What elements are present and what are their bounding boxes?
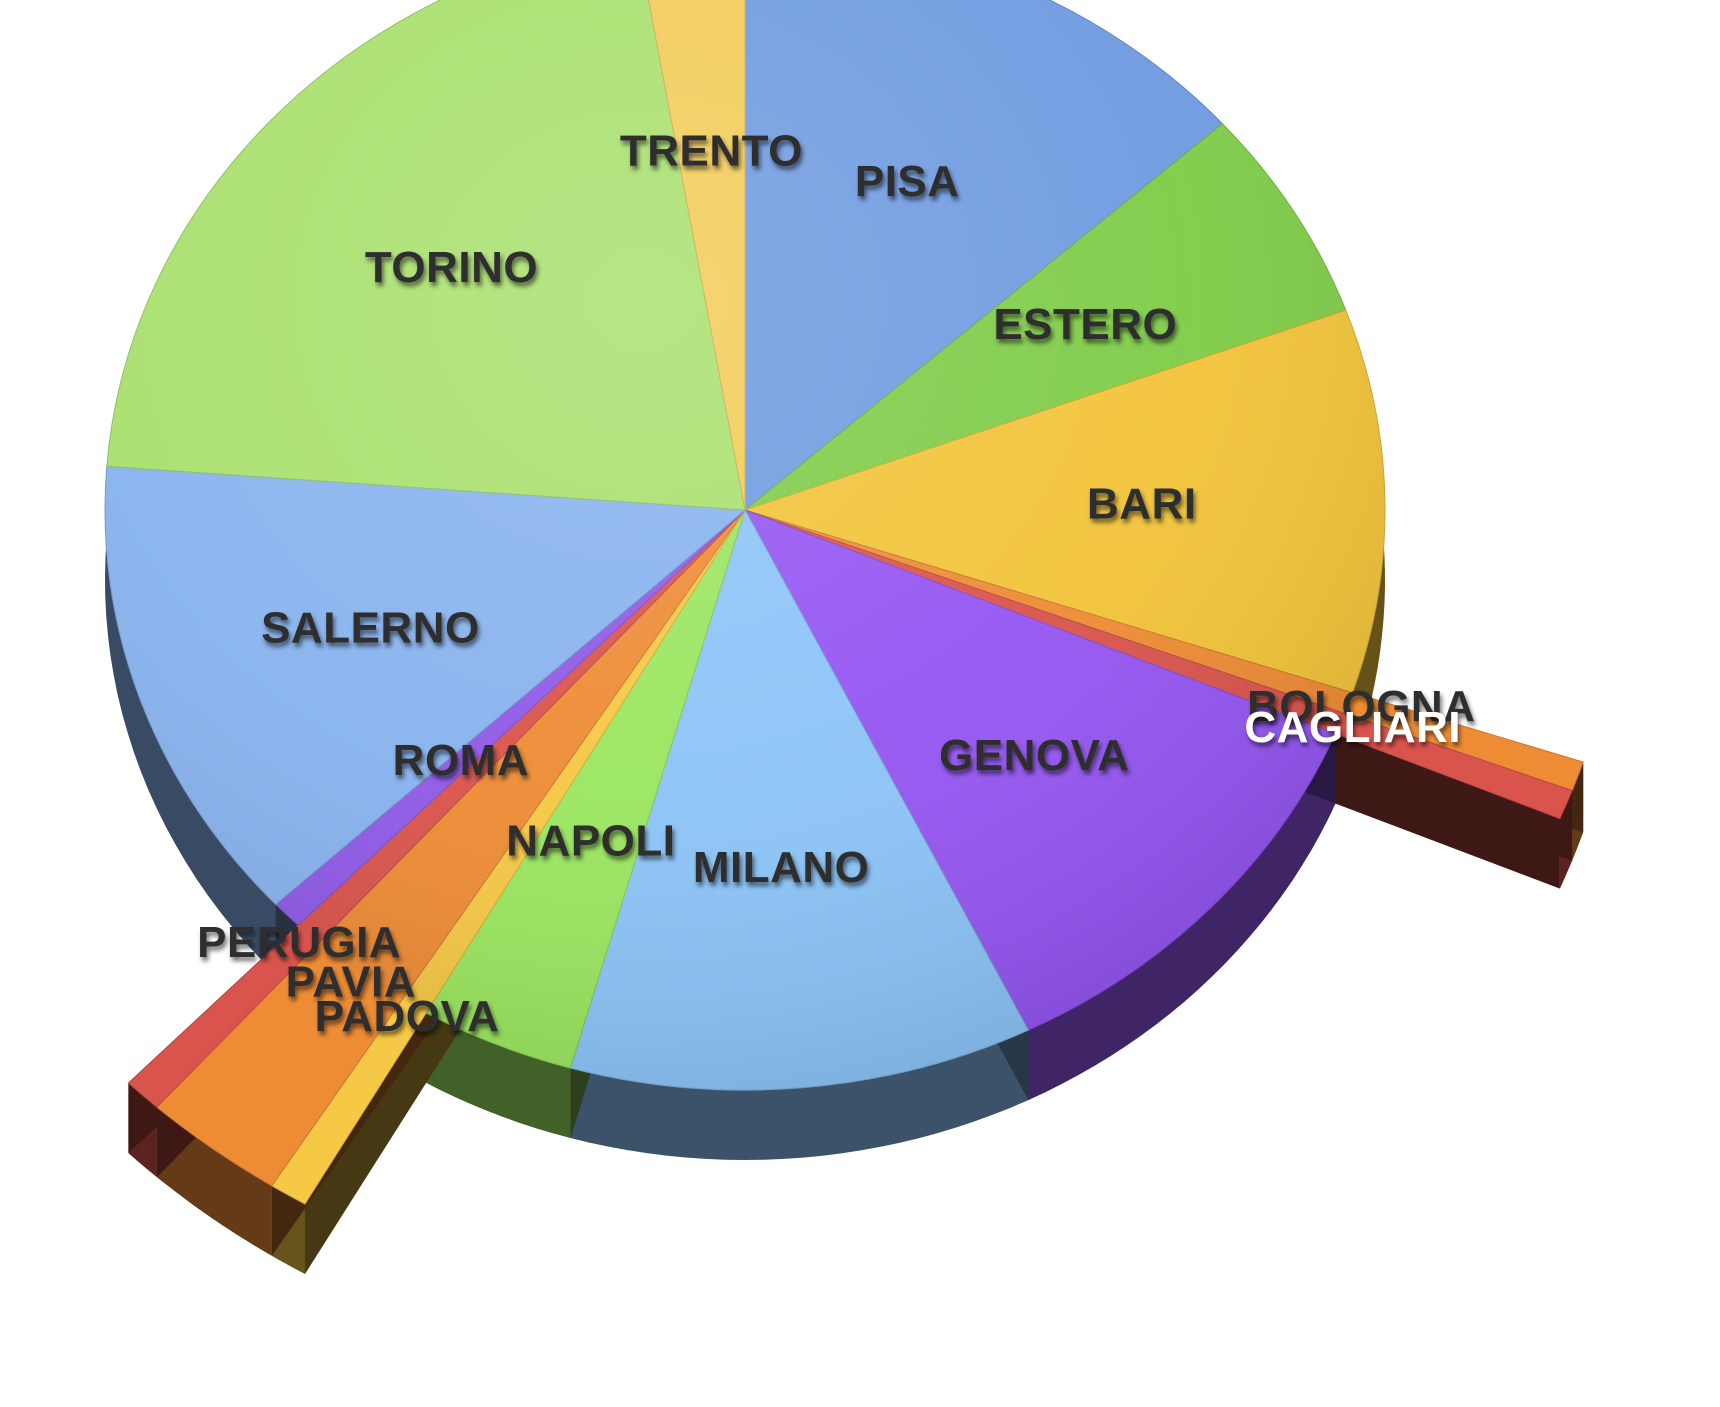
slice-label-roma: ROMA xyxy=(393,736,529,785)
slice-label-perugia: PERUGIA xyxy=(197,918,401,967)
slice-label-salerno: SALERNO xyxy=(261,604,480,653)
slice-label-napoli: NAPOLI xyxy=(506,816,675,865)
slice-label-bari: BARI xyxy=(1087,479,1197,528)
slice-label-pavia: PAVIA xyxy=(286,958,416,1007)
slice-side-milano xyxy=(570,1030,1029,1160)
slice-label-estero: ESTERO xyxy=(993,300,1177,349)
slice-label-genova: GENOVA xyxy=(939,731,1129,780)
slice-label-bologna: BOLOGNA xyxy=(1247,682,1475,731)
slice-label-padova: PADOVA xyxy=(315,992,500,1041)
slice-label-torino: TORINO xyxy=(365,243,538,292)
slice-label-trento: TRENTO xyxy=(620,127,803,176)
slice-label-cagliari: CAGLIARI xyxy=(1244,703,1461,752)
slice-label-milano: MILANO xyxy=(693,843,870,892)
slice-label-pisa: PISA xyxy=(855,157,960,206)
